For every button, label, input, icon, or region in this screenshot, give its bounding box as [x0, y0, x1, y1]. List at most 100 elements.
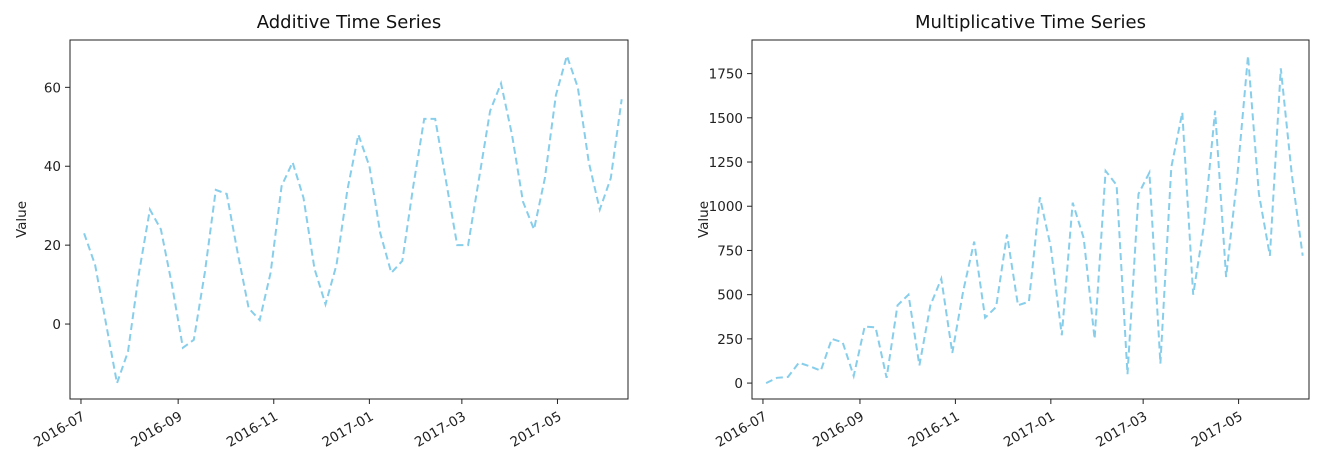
multiplicative-data-point	[884, 375, 889, 380]
additive-data-point	[224, 191, 229, 196]
additive-data-point	[422, 116, 427, 121]
multiplicative-data-point	[1125, 372, 1130, 377]
additive-data-point	[378, 231, 383, 236]
multiplicative-data-point	[1300, 253, 1305, 258]
additive-data-point	[597, 207, 602, 212]
additive-x-tick-label: 2017-01	[320, 409, 377, 451]
additive-x-tick-label: 2016-11	[224, 409, 281, 451]
multiplicative-data-point	[764, 381, 769, 386]
additive-data-point	[521, 199, 526, 204]
additive-data-point	[367, 164, 372, 169]
multiplicative-y-tick-label: 250	[717, 332, 743, 348]
additive-y-axis-label: Value	[14, 201, 30, 238]
additive-data-point	[433, 116, 438, 121]
multiplicative-data-point	[1267, 253, 1272, 258]
multiplicative-y-tick-label: 1250	[709, 155, 743, 171]
multiplicative-x-tick-label: 2017-05	[1189, 409, 1246, 451]
additive-data-point	[608, 176, 613, 181]
multiplicative-data-point	[1235, 177, 1240, 182]
multiplicative-data-point	[950, 351, 955, 356]
multiplicative-data-point	[939, 276, 944, 281]
multiplicative-data-point	[1202, 221, 1207, 226]
additive-data-point	[323, 302, 328, 307]
additive-data-point	[93, 262, 98, 267]
multiplicative-data-point	[906, 292, 911, 297]
multiplicative-data-point	[840, 340, 845, 345]
additive-x-tick-label: 2017-03	[412, 409, 469, 451]
additive-data-point	[279, 184, 284, 189]
multiplicative-data-point	[1278, 66, 1283, 71]
additive-x-tick-label: 2017-05	[508, 409, 565, 451]
additive-x-tick-label: 2016-09	[128, 409, 185, 451]
multiplicative-data-point	[1169, 165, 1174, 170]
multiplicative-series-line	[765, 55, 1304, 384]
multiplicative-data-point	[1026, 299, 1031, 304]
multiplicative-data-point	[1037, 195, 1042, 200]
additive-data-point	[202, 270, 207, 275]
additive-y-tick-label: 60	[44, 80, 61, 96]
multiplicative-data-point	[862, 324, 867, 329]
multiplicative-y-tick-label: 0	[734, 376, 743, 392]
additive-chart-title: Additive Time Series	[257, 12, 441, 33]
multiplicative-data-point	[1081, 236, 1086, 241]
multiplicative-data-point	[1103, 168, 1108, 173]
additive-data-point	[235, 251, 240, 256]
multiplicative-data-point	[1070, 200, 1075, 205]
additive-chart: Additive Time Series Value 0 20 40 60 2016-07 2…	[14, 12, 629, 451]
additive-data-point	[180, 345, 185, 350]
multiplicative-data-point	[961, 289, 966, 294]
additive-data-point	[564, 53, 569, 58]
additive-data-point	[301, 195, 306, 200]
multiplicative-data-point	[1289, 172, 1294, 177]
multiplicative-data-point	[829, 336, 834, 341]
additive-data-point	[444, 180, 449, 185]
additive-data-point	[389, 270, 394, 275]
additive-data-point	[488, 109, 493, 114]
multiplicative-data-point	[1147, 170, 1152, 175]
multiplicative-data-point	[851, 374, 856, 379]
additive-y-tick-label: 20	[44, 238, 61, 254]
multiplicative-chart-title: Multiplicative Time Series	[915, 12, 1146, 33]
additive-data-point	[158, 227, 163, 232]
multiplicative-data-point	[1092, 336, 1097, 341]
multiplicative-x-tick-label: 2017-03	[1093, 409, 1150, 451]
multiplicative-data-point	[807, 364, 812, 369]
additive-data-point	[126, 349, 131, 354]
additive-data-point	[290, 160, 295, 165]
multiplicative-data-point	[818, 368, 823, 373]
additive-data-point	[137, 270, 142, 275]
multiplicative-data-point	[1059, 333, 1064, 338]
multiplicative-y-tick-label: 1500	[709, 111, 743, 127]
multiplicative-y-tick-label: 500	[717, 288, 743, 304]
multiplicative-chart: Multiplicative Time Series Value 0 250 500 75…	[696, 12, 1310, 451]
multiplicative-data-point	[796, 360, 801, 365]
additive-data-point	[542, 176, 547, 181]
additive-data-point	[115, 381, 120, 386]
multiplicative-data-point	[994, 305, 999, 310]
additive-data-point	[400, 258, 405, 263]
multiplicative-data-point	[1016, 303, 1021, 308]
additive-data-point	[147, 207, 152, 212]
additive-data-point	[455, 243, 460, 248]
multiplicative-data-point	[1256, 191, 1261, 196]
multiplicative-y-tick-label: 1000	[709, 199, 743, 215]
multiplicative-x-tick-label: 2016-11	[906, 409, 963, 451]
multiplicative-data-point	[1224, 275, 1229, 280]
multiplicative-data-point	[786, 374, 791, 379]
multiplicative-data-point	[983, 315, 988, 320]
additive-data-point	[575, 85, 580, 90]
multiplicative-data-point	[873, 325, 878, 330]
additive-y-tick-label: 0	[52, 317, 61, 333]
additive-data-point	[586, 160, 591, 165]
multiplicative-data-point	[1246, 53, 1251, 58]
multiplicative-y-tick-label: 1750	[709, 67, 743, 83]
multiplicative-y-tick-label: 750	[717, 243, 743, 259]
additive-data-point	[268, 270, 273, 275]
additive-data-point	[553, 93, 558, 98]
additive-data-point	[466, 243, 471, 248]
additive-data-point	[213, 187, 218, 192]
additive-data-point	[477, 176, 482, 181]
additive-data-point	[532, 227, 537, 232]
multiplicative-x-tick-label: 2016-09	[810, 409, 867, 451]
